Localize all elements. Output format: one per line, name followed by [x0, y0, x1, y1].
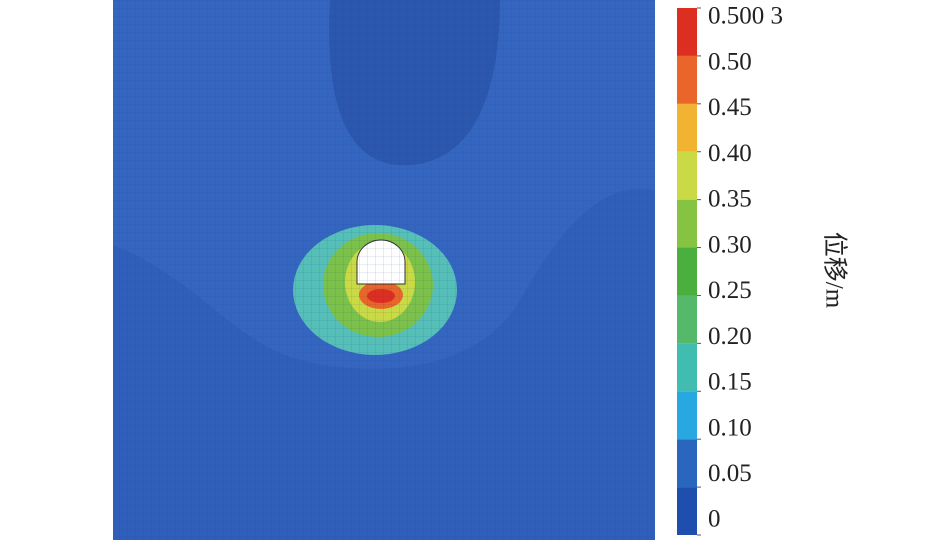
colorbar-band	[677, 247, 697, 296]
colorbar-band	[677, 55, 697, 104]
colorbar-band	[677, 439, 697, 488]
colorbar-tick-label: 0.500 3	[708, 3, 783, 30]
colorbar-band	[677, 8, 697, 56]
colorbar-tick-label: 0.50	[708, 48, 752, 75]
colorbar-band	[677, 151, 697, 200]
colorbar-tick-label: 0.35	[708, 186, 752, 213]
colorbar-tick-label: 0.20	[708, 323, 752, 350]
colorbar-tick-label: 0.15	[708, 369, 752, 396]
colorbar-tick-label: 0.45	[708, 94, 752, 121]
contour-plot	[113, 0, 655, 540]
colorbar-band	[677, 103, 697, 152]
colorbar-band	[677, 391, 697, 440]
colorbar-band	[677, 343, 697, 392]
colorbar-tick-label: 0.30	[708, 231, 752, 258]
colorbar-band	[677, 295, 697, 344]
colorbar-tick-label: 0.10	[708, 414, 752, 441]
colorbar-tick-label: 0.25	[708, 277, 752, 304]
colorbar-band	[677, 199, 697, 248]
colorbar-label: 位移/m	[820, 232, 848, 309]
colorbar-tick-label: 0.05	[708, 460, 752, 487]
colorbar-band	[677, 487, 697, 535]
colorbar-tick-label: 0.40	[708, 140, 752, 167]
colorbar-tick-label: 0	[708, 506, 721, 533]
